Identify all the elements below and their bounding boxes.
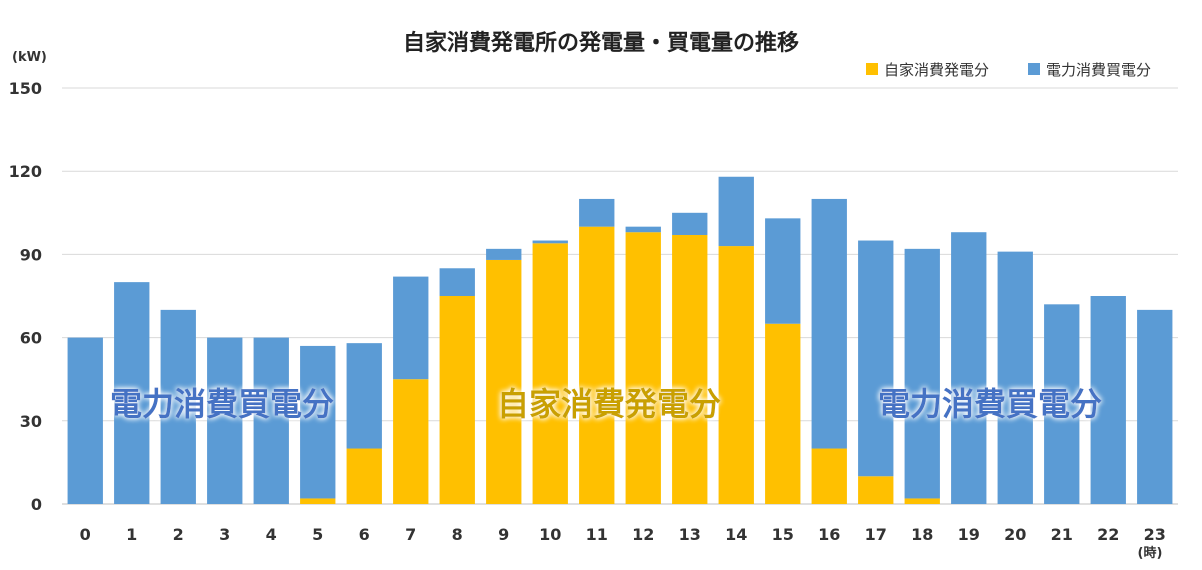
x-tick-label: 11 (586, 525, 608, 544)
legend-swatch-purchased (1028, 63, 1040, 75)
x-tick-label: 1 (126, 525, 137, 544)
legend-label-self-consumption: 自家消費発電分 (884, 61, 989, 79)
bar-purchased (997, 251, 1033, 504)
x-tick-label: 20 (1004, 525, 1026, 544)
x-tick-label: 4 (266, 525, 277, 544)
legend: 自家消費発電分 電力消費買電分 (866, 61, 1151, 79)
bar-purchased (718, 176, 754, 247)
x-tick-label: 23 (1144, 525, 1166, 544)
bar-purchased (858, 240, 894, 477)
bar-purchased (1137, 309, 1173, 504)
legend-swatch-self-consumption (866, 63, 878, 75)
bar-purchased (67, 337, 103, 504)
bar-purchased (114, 282, 150, 504)
chart-title: 自家消費発電所の発電量・買電量の推移 (403, 30, 799, 56)
bar-self-consumption (904, 498, 940, 504)
y-tick-label: 150 (9, 79, 42, 98)
bar-purchased (765, 218, 801, 324)
x-tick-label: 3 (219, 525, 230, 544)
bar-purchased (904, 248, 940, 499)
bar-purchased (811, 198, 847, 449)
bar-purchased (393, 276, 429, 380)
bar-self-consumption (858, 476, 894, 504)
x-tick-label: 22 (1097, 525, 1119, 544)
bar-self-consumption (718, 246, 754, 504)
x-tick-label: 17 (865, 525, 887, 544)
x-tick-label: 10 (539, 525, 561, 544)
bar-purchased (579, 198, 615, 227)
gridlines (62, 87, 1178, 505)
bars (67, 176, 1173, 505)
bar-self-consumption (393, 379, 429, 504)
bar-purchased (532, 240, 568, 244)
x-tick-label: 19 (958, 525, 980, 544)
bar-purchased (300, 345, 336, 499)
x-tick-label: 6 (359, 525, 370, 544)
bar-purchased (1090, 296, 1126, 504)
x-tick-label: 12 (632, 525, 654, 544)
x-tick-label: 8 (452, 525, 463, 544)
bar-self-consumption (532, 243, 568, 504)
x-tick-label: 13 (679, 525, 701, 544)
bar-purchased (1044, 304, 1080, 504)
bar-purchased (951, 232, 987, 504)
annotation-label: 自家消費発電分 (497, 385, 721, 423)
bar-purchased (672, 212, 708, 235)
x-tick-label: 16 (818, 525, 840, 544)
annotations: 電力消費買電分 自家消費発電分 電力消費買電分 (110, 385, 1102, 423)
y-tick-label: 60 (20, 329, 42, 348)
bar-purchased (207, 337, 243, 504)
x-tick-label: 2 (173, 525, 184, 544)
bar-purchased (160, 309, 196, 504)
x-tick-label: 21 (1051, 525, 1073, 544)
x-tick-label: 14 (725, 525, 747, 544)
x-tick-label: 15 (772, 525, 794, 544)
y-tick-label: 120 (9, 162, 42, 181)
bar-purchased (253, 337, 289, 504)
y-tick-label: 0 (31, 495, 42, 514)
y-tick-label: 30 (20, 412, 42, 431)
x-tick-label: 5 (312, 525, 323, 544)
y-axis-unit: (kW) (12, 50, 47, 65)
bar-self-consumption (346, 448, 382, 504)
y-tick-label: 90 (20, 245, 42, 264)
annotation-label: 電力消費買電分 (110, 385, 334, 423)
x-tick-label: 18 (911, 525, 933, 544)
bar-self-consumption (672, 234, 708, 505)
bar-purchased (346, 343, 382, 449)
annotation-label: 電力消費買電分 (878, 385, 1102, 423)
bar-purchased (625, 226, 661, 233)
bar-self-consumption (765, 323, 801, 504)
x-axis-unit: (時) (1138, 545, 1163, 561)
bar-purchased (486, 248, 522, 260)
x-tick-label: 0 (80, 525, 91, 544)
legend-label-purchased: 電力消費買電分 (1046, 61, 1151, 79)
bar-self-consumption (486, 259, 522, 504)
bar-self-consumption (300, 498, 336, 504)
bar-purchased (439, 268, 475, 296)
x-tick-label: 9 (498, 525, 509, 544)
bar-self-consumption (439, 296, 475, 504)
bar-self-consumption (579, 226, 615, 505)
x-tick-label: 7 (405, 525, 416, 544)
bar-self-consumption (625, 232, 661, 504)
bar-self-consumption (811, 448, 847, 504)
